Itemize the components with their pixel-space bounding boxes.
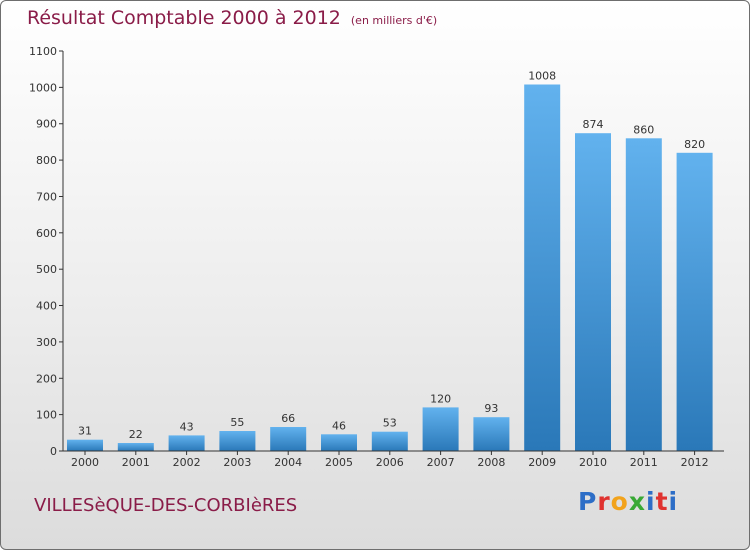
data-label-2007: 120 — [430, 392, 451, 405]
bar-2003 — [219, 431, 256, 451]
x-tick-label-2010: 2010 — [579, 456, 607, 469]
y-tick-label-200: 200 — [36, 372, 57, 385]
logo-letter: o — [610, 487, 629, 516]
x-tick-label-2004: 2004 — [274, 456, 302, 469]
x-tick-label-2011: 2011 — [630, 456, 658, 469]
x-tick-label-2008: 2008 — [477, 456, 505, 469]
data-label-2006: 53 — [383, 417, 397, 430]
logo-letter: t — [655, 487, 669, 516]
y-tick-label-400: 400 — [36, 300, 57, 313]
data-label-2000: 31 — [78, 425, 92, 438]
logo-letter: r — [597, 487, 611, 516]
y-tick-label-900: 900 — [36, 118, 57, 131]
commune-name: VILLESèQUE-DES-CORBIèRES — [34, 495, 298, 516]
data-label-2012: 820 — [684, 138, 705, 151]
x-tick-label-2003: 2003 — [223, 456, 251, 469]
y-tick-label-600: 600 — [36, 227, 57, 240]
bar-2010 — [575, 133, 611, 451]
bar-2001 — [117, 443, 154, 451]
bar-2007 — [422, 407, 459, 451]
unit-note: (en milliers d'€) — [350, 14, 438, 27]
bar-2008 — [473, 417, 510, 451]
axes-group: 2000 2001 2002 2003 2004 2005 2006 2007 2008 2009… — [29, 45, 724, 469]
proxiti-logo: Proxiti — [578, 487, 678, 516]
data-label-2008: 93 — [484, 402, 498, 415]
bar-2002 — [168, 435, 205, 451]
data-label-2009: 1008 — [528, 70, 556, 83]
data-label-2001: 22 — [129, 428, 143, 441]
x-tick-label-2001: 2001 — [122, 456, 150, 469]
y-tick-label-700: 700 — [36, 191, 57, 204]
y-tick-label-300: 300 — [36, 336, 57, 349]
bar-2009 — [524, 84, 561, 451]
logo-letter: P — [578, 487, 598, 516]
data-label-2004: 66 — [281, 412, 295, 425]
x-tick-label-2002: 2002 — [173, 456, 201, 469]
bars-group: 31 22 43 55 66 46 53 120 93 1008 874 860 820 — [67, 70, 713, 452]
x-tick-label-2005: 2005 — [325, 456, 353, 469]
y-tick-label-1100: 1100 — [29, 45, 57, 58]
bar-2011 — [625, 138, 662, 452]
bar-2000 — [67, 439, 103, 451]
bar-2005 — [321, 434, 357, 451]
y-tick-label-800: 800 — [36, 154, 57, 167]
data-label-2011: 860 — [633, 123, 654, 136]
data-label-2005: 46 — [332, 419, 346, 432]
x-tick-label-2000: 2000 — [71, 456, 99, 469]
y-tick-label-0: 0 — [50, 445, 57, 458]
logo-letter: i — [668, 487, 679, 516]
bar-2006 — [371, 431, 408, 451]
logo-letter: x — [628, 487, 646, 516]
data-label-2003: 55 — [230, 416, 244, 429]
bar-2012 — [676, 152, 713, 452]
x-tick-label-2012: 2012 — [681, 456, 709, 469]
data-label-2002: 43 — [180, 420, 194, 433]
x-tick-label-2009: 2009 — [528, 456, 556, 469]
chart-title-text: Résultat Comptable 2000 à 2012 — [27, 7, 341, 29]
y-tick-label-500: 500 — [36, 263, 57, 276]
x-tick-label-2006: 2006 — [376, 456, 404, 469]
data-label-2010: 874 — [583, 118, 604, 131]
y-tick-label-100: 100 — [36, 409, 57, 422]
y-tick-label-1000: 1000 — [29, 81, 57, 94]
logo-letter: i — [646, 487, 656, 516]
chart-title: Résultat Comptable 2000 à 2012 (en millie… — [27, 7, 437, 29]
x-tick-label-2007: 2007 — [427, 456, 455, 469]
bar-2004 — [270, 427, 307, 451]
